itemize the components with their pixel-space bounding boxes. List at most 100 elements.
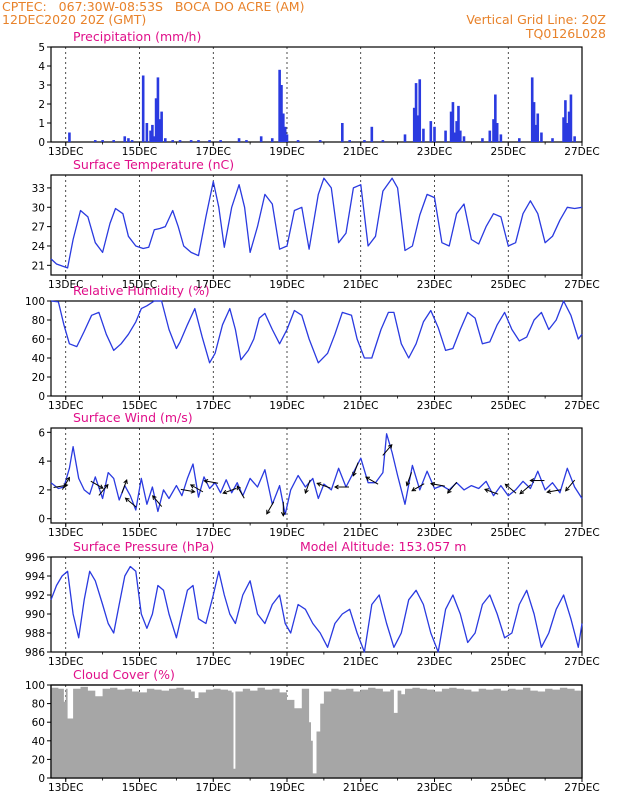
y-tick-label: 5 (38, 42, 45, 54)
x-tick-label: 17DEC (196, 527, 231, 539)
panel-title: Precipitation (mm/h) (73, 29, 201, 44)
precip-bar (130, 140, 134, 142)
precip-bar (171, 140, 174, 142)
x-tick-label: 27DEC (564, 527, 599, 539)
y-tick-label: 100 (25, 680, 45, 692)
x-tick-label: 27DEC (564, 279, 599, 291)
x-tick-label: 21DEC (343, 279, 378, 291)
precip-bar (282, 113, 285, 142)
x-tick-label: 19DEC (269, 656, 304, 668)
y-tick-label: 0 (38, 773, 45, 785)
wind-arrow-head (447, 488, 452, 494)
precip-bar (370, 126, 374, 142)
x-tick-label: 19DEC (269, 146, 304, 158)
precip-bar (453, 132, 457, 142)
wind-arrow-shaft (223, 487, 237, 494)
grid-line-note: Vertical Grid Line: 20Z (466, 12, 606, 27)
wind-direction-arrow (266, 501, 275, 515)
wind-arrow-shaft (190, 484, 204, 493)
x-tick-label: 19DEC (269, 400, 304, 412)
precip-bar (278, 69, 281, 142)
precip-bar (444, 130, 447, 142)
run-datetime: 12DEC2020 20Z (GMT) (2, 12, 147, 27)
x-tick-label: 15DEC (122, 146, 157, 158)
x-tick-label: 19DEC (269, 527, 304, 539)
wind-direction-arrow (504, 483, 517, 494)
precip-bar (418, 79, 422, 142)
wind-arrow-head (484, 488, 490, 493)
precip-bar (540, 132, 543, 142)
precip-bar (270, 138, 274, 142)
wind-arrow-shaft (236, 485, 245, 499)
x-tick-label: 25DEC (491, 527, 526, 539)
x-tick-label: 13DEC (48, 146, 83, 158)
y-tick-label: 986 (25, 647, 45, 659)
y-tick-label: 21 (32, 260, 45, 272)
wind-arrow-shaft (484, 488, 499, 495)
wind-arrow-shaft (61, 477, 70, 490)
precip-bar (492, 119, 495, 142)
wind-direction-arrow (411, 483, 425, 492)
y-tick-label: 80 (32, 699, 45, 711)
wind-arrow-head (529, 478, 535, 483)
series-line (50, 433, 583, 516)
wind-arrow-head (203, 479, 209, 484)
y-tick-label: 6 (38, 427, 45, 439)
wind-arrow-shaft (98, 484, 109, 496)
precip-bar (145, 123, 149, 142)
wind-direction-arrow (382, 444, 393, 456)
x-tick-label: 15DEC (122, 527, 157, 539)
precip-bar (237, 138, 241, 142)
precip-bar (518, 138, 521, 142)
precip-bar (433, 126, 436, 142)
precip-bar (154, 98, 158, 142)
precip-bar (412, 107, 416, 142)
precip-bar (462, 136, 466, 142)
x-tick-label: 25DEC (491, 279, 526, 291)
x-tick-label: 15DEC (122, 400, 157, 412)
wind-arrow-head (266, 509, 271, 515)
x-tick-label: 13DEC (48, 400, 83, 412)
x-tick-label: 17DEC (196, 146, 231, 158)
model-code: TQ0126L028 (525, 26, 606, 41)
x-tick-label: 13DEC (48, 527, 83, 539)
panel-wind: 13DEC 15DEC 17DEC 19DEC 21DEC 23DEC 25DEC 27DEC… (38, 410, 599, 539)
precip-bar (101, 140, 104, 142)
wind-arrow-head (504, 483, 510, 489)
x-tick-label: 13DEC (48, 656, 83, 668)
y-tick-label: 40 (32, 736, 45, 748)
precip-bar (488, 130, 492, 142)
wind-direction-arrow (565, 479, 576, 492)
wind-arrow-head (124, 497, 130, 503)
y-tick-label: 80 (32, 315, 45, 327)
wind-arrow-head (65, 476, 70, 482)
wind-arrow-head (333, 484, 339, 490)
panel-frame (50, 46, 583, 143)
panel-title: Cloud Cover (%) (73, 667, 175, 682)
wind-direction-arrow (180, 488, 196, 494)
wind-arrow-head (63, 483, 69, 488)
wind-arrow-shaft (447, 481, 458, 494)
precip-bar (285, 134, 289, 142)
wind-arrow-shaft (519, 484, 532, 495)
panel-precip: 13DEC 15DEC 17DEC 19DEC 21DEC 23DEC 25DEC 27DEC… (38, 29, 599, 158)
x-tick-label: 17DEC (196, 656, 231, 668)
precip-bar (494, 94, 497, 142)
precip-bar (151, 124, 154, 142)
panel-cloud: 13DEC 15DEC 17DEC 19DEC 21DEC 23DEC 25DEC 27DEC… (25, 667, 600, 794)
wind-arrow-head (365, 476, 371, 481)
precip-bar (481, 138, 484, 142)
precip-bar (567, 111, 571, 142)
wind-arrow-shaft (152, 495, 163, 507)
precip-bar (459, 130, 462, 142)
wind-arrow-head (222, 489, 228, 495)
wind-direction-arrow (189, 484, 204, 493)
wind-arrow-head (352, 471, 357, 477)
wind-direction-arrow (280, 501, 286, 517)
wind-direction-arrow (236, 485, 245, 499)
wind-arrow-head (280, 512, 286, 517)
precip-bar (348, 140, 351, 142)
precip-bar (495, 123, 499, 142)
panel-title: Surface Wind (m/s) (73, 410, 193, 425)
